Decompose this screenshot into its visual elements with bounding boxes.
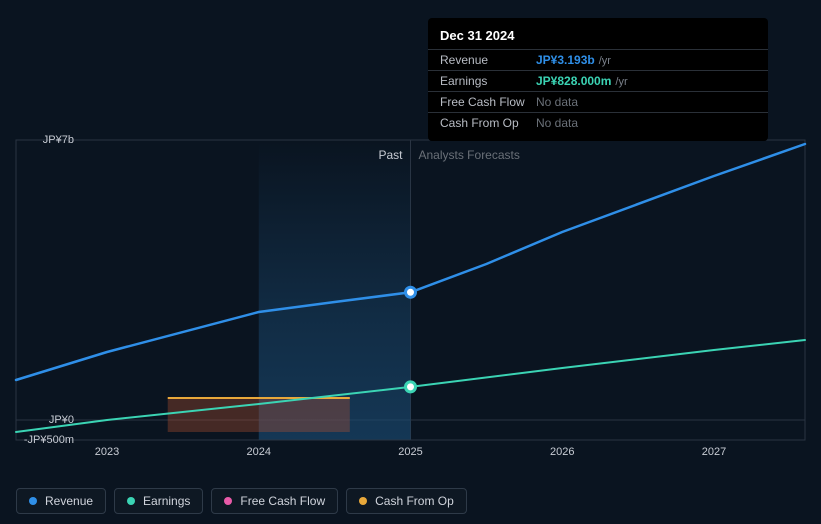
tooltip-row-suffix: /yr bbox=[599, 55, 611, 67]
x-axis-label: 2024 bbox=[247, 446, 271, 458]
plot-svg bbox=[16, 140, 805, 460]
tooltip-row: RevenueJP¥3.193b/yr bbox=[428, 49, 768, 70]
data-tooltip: Dec 31 2024 RevenueJP¥3.193b/yrEarningsJ… bbox=[428, 18, 768, 141]
tooltip-date: Dec 31 2024 bbox=[428, 26, 768, 49]
tooltip-row-label: Earnings bbox=[440, 74, 536, 88]
legend-dot-icon bbox=[359, 497, 367, 505]
tooltip-row-suffix: /yr bbox=[615, 76, 627, 88]
legend: Revenue Earnings Free Cash Flow Cash From O… bbox=[16, 488, 467, 514]
y-axis-label: JP¥0 bbox=[49, 414, 74, 426]
legend-item[interactable]: Cash From Op bbox=[346, 488, 467, 514]
legend-dot-icon bbox=[224, 497, 232, 505]
tooltip-row: Free Cash FlowNo data bbox=[428, 91, 768, 112]
y-axis-label: -JP¥500m bbox=[24, 434, 74, 446]
legend-dot-icon bbox=[127, 497, 135, 505]
tooltip-row-value: JP¥3.193b bbox=[536, 53, 595, 67]
legend-item[interactable]: Revenue bbox=[16, 488, 106, 514]
y-axis-label: JP¥7b bbox=[43, 134, 74, 146]
tooltip-row-label: Revenue bbox=[440, 53, 536, 67]
x-axis-label: 2025 bbox=[398, 446, 422, 458]
x-axis-label: 2026 bbox=[550, 446, 574, 458]
tooltip-row-label: Cash From Op bbox=[440, 116, 536, 130]
past-label: Past bbox=[378, 148, 402, 162]
tooltip-row: Cash From OpNo data bbox=[428, 112, 768, 133]
legend-dot-icon bbox=[29, 497, 37, 505]
x-axis-label: 2023 bbox=[95, 446, 119, 458]
plot-area: JP¥7bJP¥0-JP¥500m20232024202520262027Pas… bbox=[16, 140, 805, 460]
x-axis-label: 2027 bbox=[702, 446, 726, 458]
tooltip-row-nodata: No data bbox=[536, 95, 578, 109]
forecast-label: Analysts Forecasts bbox=[419, 148, 520, 162]
tooltip-row-nodata: No data bbox=[536, 116, 578, 130]
legend-label: Revenue bbox=[45, 494, 93, 508]
legend-label: Free Cash Flow bbox=[240, 494, 325, 508]
legend-item[interactable]: Earnings bbox=[114, 488, 203, 514]
legend-item[interactable]: Free Cash Flow bbox=[211, 488, 338, 514]
financials-chart: JP¥7b JP¥0 -JP¥500m 2023 2024 2025 2026 2027 Pas… bbox=[0, 0, 821, 524]
tooltip-row-label: Free Cash Flow bbox=[440, 95, 536, 109]
tooltip-row-value: JP¥828.000m bbox=[536, 74, 611, 88]
tooltip-row: EarningsJP¥828.000m/yr bbox=[428, 70, 768, 91]
legend-label: Cash From Op bbox=[375, 494, 454, 508]
legend-label: Earnings bbox=[143, 494, 190, 508]
